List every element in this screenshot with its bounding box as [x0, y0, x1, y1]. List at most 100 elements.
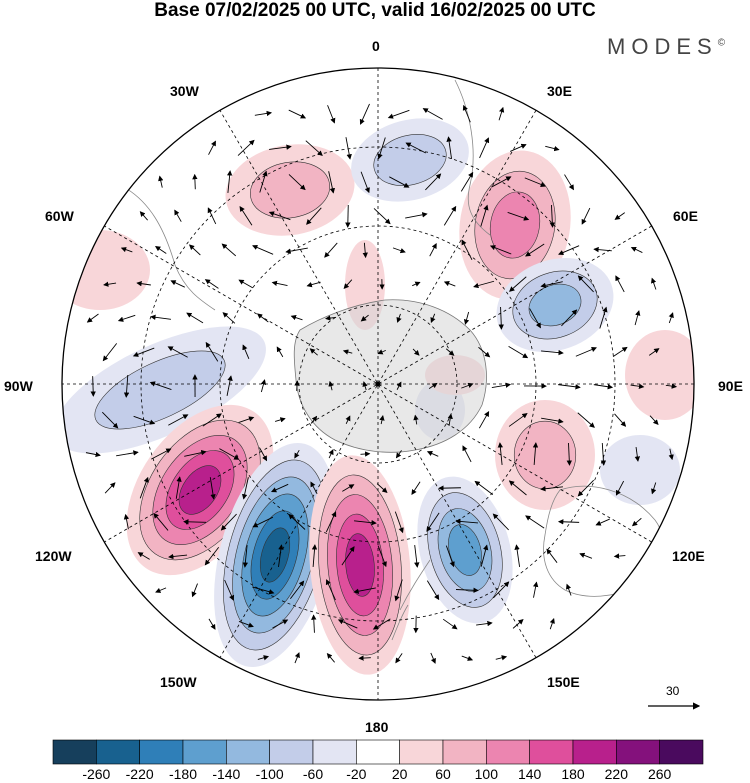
wind-arrow	[306, 281, 321, 288]
wind-arrow	[613, 553, 626, 559]
wind-arrow	[455, 518, 478, 525]
wind-arrow	[252, 516, 274, 528]
wind-arrow	[600, 442, 607, 466]
wind-arrow	[540, 281, 563, 289]
wind-arrow	[327, 105, 336, 124]
wind-arrow	[479, 137, 490, 159]
wind-arrow	[208, 140, 216, 155]
wind-arrow	[208, 618, 216, 630]
wind-arrow	[445, 348, 455, 356]
wind-arrow	[480, 544, 489, 567]
colorbar	[52, 739, 704, 765]
wind-arrow	[612, 346, 628, 358]
wind-arrow	[149, 381, 172, 390]
wind-arrow	[414, 545, 420, 568]
lon-label-60e: 60E	[673, 208, 698, 224]
modes-logo: MODES©	[607, 34, 725, 60]
wind-arrow	[342, 349, 353, 355]
wind-arrow	[204, 546, 220, 566]
wind-arrow	[532, 581, 539, 598]
wind-arrow	[461, 655, 474, 661]
wind-arrow	[328, 171, 336, 194]
wind-arrow	[102, 343, 118, 362]
wind-arrow	[139, 211, 148, 221]
wind-arrow	[377, 349, 386, 355]
wind-arrow	[480, 204, 489, 227]
wind-arrow	[151, 448, 172, 460]
wind-arrow	[158, 175, 164, 188]
wind-arrow	[668, 448, 674, 461]
colorbar-tick-label: -180	[168, 766, 198, 782]
wind-arrow	[328, 449, 334, 459]
wind-arrow	[104, 482, 116, 494]
wind-arrow	[257, 655, 270, 661]
wind-arrow	[239, 205, 253, 226]
wind-arrow	[288, 174, 306, 191]
anomaly-contour-low-60e-55s	[528, 283, 582, 327]
colorbar-bin	[52, 739, 97, 765]
wind-arrow	[668, 312, 674, 324]
wind-arrow	[462, 445, 472, 463]
colorbar-tick-label: 20	[391, 766, 408, 782]
wind-arrow	[341, 546, 355, 566]
lon-label-150w: 150W	[160, 674, 197, 690]
anomaly-contour-low-150e-50s	[448, 524, 482, 576]
colorbar-tick-label: 260	[647, 766, 672, 782]
wind-arrow	[90, 376, 96, 397]
wind-arrow	[581, 207, 591, 225]
wind-arrow	[154, 245, 167, 254]
wind-arrow	[285, 247, 308, 254]
wind-arrow	[545, 145, 560, 152]
wind-arrow	[343, 279, 353, 290]
wind-arrow	[271, 280, 288, 287]
map-border	[61, 67, 695, 701]
wind-arrow	[412, 348, 420, 356]
wind-arrow	[373, 208, 391, 225]
colorbar-bin	[442, 739, 487, 765]
wind-arrow	[167, 346, 188, 358]
colorbar-bin	[356, 739, 400, 765]
wind-arrow	[614, 212, 626, 220]
anomaly-contour-high-35w-50s	[250, 161, 330, 219]
wind-arrow	[372, 618, 391, 630]
wind-arrow	[325, 315, 337, 321]
wind-arrow	[153, 512, 169, 531]
reference-vector-label: 30	[666, 684, 680, 698]
wind-arrow	[272, 619, 289, 629]
wind-arrow	[549, 617, 555, 630]
wind-arrow	[577, 479, 595, 497]
wind-arrow	[651, 277, 657, 290]
wind-arrow	[192, 173, 198, 190]
wind-arrow	[478, 411, 490, 429]
wind-arrow	[462, 104, 471, 123]
wind-arrow	[238, 621, 254, 628]
wind-arrow	[405, 142, 427, 154]
wind-arrow	[579, 552, 593, 559]
wind-arrow	[226, 375, 233, 396]
wind-arrow	[422, 108, 443, 120]
colorbar-bin	[399, 739, 444, 765]
wind-arrow	[168, 553, 188, 560]
wind-arrow	[491, 176, 512, 188]
wind-arrow	[183, 519, 207, 525]
wind-arrow	[209, 477, 216, 500]
wind-arrow	[242, 545, 249, 568]
wind-arrow	[174, 209, 182, 222]
wind-arrow	[541, 349, 564, 356]
colorbar-tick-label: 180	[561, 766, 585, 782]
wind-arrow	[430, 652, 436, 664]
wind-arrow	[311, 415, 318, 424]
wind-arrow	[175, 476, 182, 499]
wind-arrow	[411, 481, 421, 496]
anomaly-contour-high-120e-55s	[513, 420, 577, 490]
colorbar-bin	[182, 739, 227, 765]
wind-arrow	[442, 618, 458, 630]
wind-arrow	[288, 109, 307, 119]
wind-arrow	[396, 381, 402, 390]
wind-arrow	[564, 174, 574, 191]
wind-arrow	[396, 313, 402, 323]
wind-arrow	[222, 312, 236, 324]
wind-arrow	[443, 205, 457, 226]
wind-arrow	[86, 313, 99, 323]
